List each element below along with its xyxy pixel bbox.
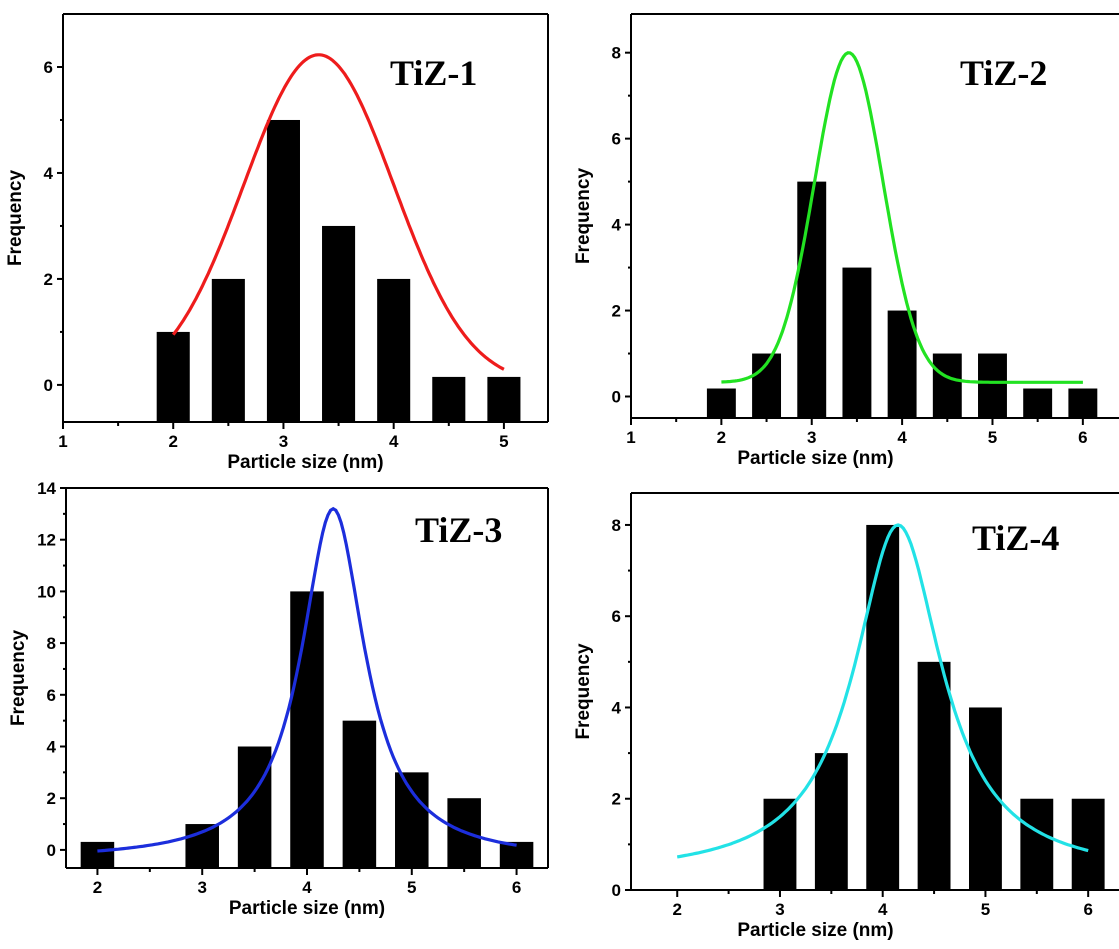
x-tick-label: 2 — [717, 428, 726, 447]
x-axis-title: Particle size (nm) — [229, 898, 385, 919]
bar — [80, 841, 115, 868]
bar — [842, 267, 872, 418]
bar — [932, 353, 962, 418]
x-tick-label: 2 — [168, 432, 177, 451]
bar — [866, 524, 900, 890]
x-axis-title: Particle size (nm) — [227, 452, 383, 473]
y-tick-label: 10 — [37, 582, 56, 601]
bar — [266, 119, 300, 422]
y-axis-title: Frequency — [573, 168, 594, 265]
x-tick-label: 4 — [302, 878, 312, 897]
x-axis-title: Particle size (nm) — [737, 920, 893, 941]
bar — [1068, 388, 1098, 418]
chart-panel-3: 2 3 4 5 6 0 2 4 6 8 10 12 14 Particle size (nm) Freque… — [8, 479, 549, 919]
y-tick-label: 4 — [47, 738, 57, 757]
bar — [237, 746, 272, 868]
bar — [499, 841, 534, 868]
bar — [887, 310, 917, 418]
x-tick-label: 3 — [279, 432, 288, 451]
y-tick-label: 8 — [612, 516, 621, 535]
bar — [395, 772, 429, 868]
x-tick-label: 5 — [407, 878, 416, 897]
bar — [156, 331, 190, 422]
chart-panel-1: 1 2 3 4 5 0 2 4 6 Particle size (nm) Frequency TiZ-… — [5, 13, 549, 473]
x-axis-title: Particle size (nm) — [737, 448, 893, 469]
fit-curve — [97, 506, 517, 853]
y-tick-label: 0 — [612, 881, 621, 900]
bar — [978, 353, 1007, 418]
y-tick-label: 0 — [612, 388, 621, 407]
bar — [797, 181, 827, 418]
y-tick-label: 6 — [612, 607, 621, 626]
y-tick-label: 0 — [47, 841, 56, 860]
bar — [814, 753, 848, 890]
y-tick-label: 4 — [44, 164, 54, 183]
bar — [1020, 798, 1054, 890]
fit-curve — [676, 523, 1089, 859]
y-tick-label: 2 — [47, 789, 56, 808]
bar — [322, 225, 356, 422]
y-tick-label: 2 — [612, 790, 621, 809]
x-tick-label: 1 — [626, 428, 635, 447]
panel-title: TiZ-3 — [415, 510, 502, 550]
y-tick-label: 8 — [47, 634, 56, 653]
y-axis-title: Frequency — [573, 643, 594, 740]
x-tick-label: 2 — [93, 878, 102, 897]
y-tick-label: 2 — [44, 270, 53, 289]
chart-panel-4: 2 3 4 5 6 0 2 4 6 8 Particle size (nm) Frequency TiZ… — [573, 492, 1119, 941]
panel-title: TiZ-1 — [390, 53, 477, 93]
bar — [487, 376, 521, 422]
bar — [432, 376, 466, 422]
x-tick-label: 4 — [389, 432, 399, 451]
x-tick-label: 4 — [878, 900, 888, 919]
bar — [917, 661, 951, 890]
fit-curve — [171, 53, 505, 371]
fit-curve — [721, 51, 1083, 384]
x-tick-label: 3 — [775, 900, 784, 919]
y-tick-label: 2 — [612, 302, 621, 321]
chart-panel-2: 1 2 3 4 5 6 0 2 4 6 8 Particle size (nm) Frequency Ti… — [573, 13, 1119, 469]
y-tick-label: 8 — [612, 44, 621, 63]
y-axis-title: Frequency — [5, 170, 26, 267]
y-tick-label: 0 — [44, 376, 53, 395]
x-tick-label: 6 — [1078, 428, 1087, 447]
x-tick-label: 2 — [672, 900, 681, 919]
panel-title: TiZ-2 — [960, 53, 1047, 93]
x-tick-label: 3 — [807, 428, 816, 447]
x-tick-label: 5 — [499, 432, 508, 451]
bar — [377, 278, 411, 422]
y-tick-label: 6 — [47, 686, 56, 705]
x-tick-label: 1 — [58, 432, 67, 451]
bar — [763, 798, 797, 890]
panel-title: TiZ-4 — [972, 518, 1059, 558]
x-tick-label: 4 — [897, 428, 907, 447]
x-tick-label: 3 — [197, 878, 206, 897]
bar — [1071, 798, 1105, 890]
bar — [211, 278, 245, 422]
y-axis-title: Frequency — [8, 630, 29, 727]
bar — [290, 591, 324, 868]
x-tick-label: 6 — [1083, 900, 1092, 919]
bar — [1023, 388, 1053, 418]
y-tick-label: 14 — [37, 479, 56, 498]
bar — [342, 720, 377, 868]
bar — [706, 388, 736, 418]
y-tick-label: 4 — [612, 698, 622, 717]
x-tick-label: 5 — [981, 900, 990, 919]
y-tick-label: 4 — [612, 216, 622, 235]
x-tick-label: 5 — [988, 428, 997, 447]
bar — [969, 707, 1002, 890]
y-tick-label: 6 — [44, 58, 53, 77]
y-tick-label: 6 — [612, 130, 621, 149]
y-tick-label: 12 — [37, 531, 56, 550]
x-tick-label: 6 — [512, 878, 521, 897]
